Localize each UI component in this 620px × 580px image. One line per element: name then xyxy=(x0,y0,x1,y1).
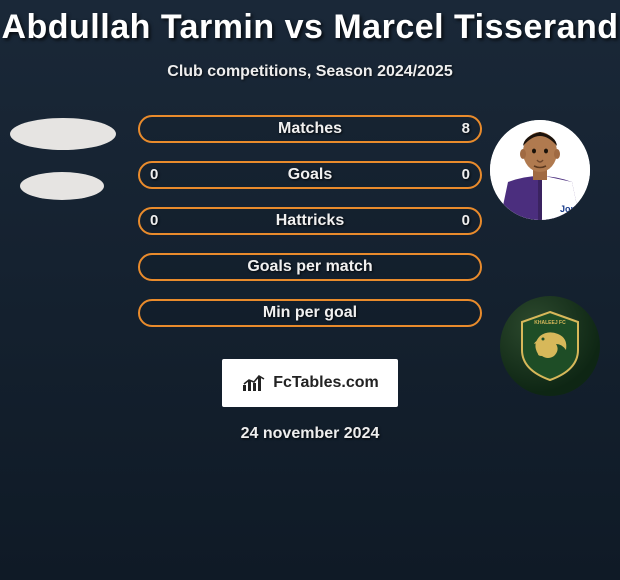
brand-text: FcTables.com xyxy=(273,374,379,392)
stat-label: Min per goal xyxy=(138,299,482,327)
svg-text:KHALEEJ FC: KHALEEJ FC xyxy=(534,320,566,326)
placeholder-ellipse xyxy=(10,118,116,150)
left-avatar-placeholder xyxy=(10,118,116,200)
brand-box: FcTables.com xyxy=(222,359,398,407)
stat-label: Hattricks xyxy=(138,207,482,235)
stat-label: Matches xyxy=(138,115,482,143)
stat-value-right: 8 xyxy=(462,115,470,143)
player-avatar-right: Joma xyxy=(490,120,590,220)
placeholder-ellipse xyxy=(20,172,104,200)
subtitle: Club competitions, Season 2024/2025 xyxy=(0,63,620,81)
bar-chart-icon xyxy=(241,373,267,393)
club-badge-right: KHALEEJ FC xyxy=(500,296,600,396)
stat-row: Goals per match xyxy=(138,253,482,283)
stat-row: Min per goal xyxy=(138,299,482,329)
stat-label: Goals per match xyxy=(138,253,482,281)
date-text: 24 november 2024 xyxy=(0,425,620,443)
stat-row: 0 Hattricks 0 xyxy=(138,207,482,237)
stat-value-right: 0 xyxy=(462,207,470,235)
page-title: Abdullah Tarmin vs Marcel Tisserand xyxy=(0,0,620,47)
stat-value-right: 0 xyxy=(462,161,470,189)
stat-row: Matches 8 xyxy=(138,115,482,145)
stat-row: 0 Goals 0 xyxy=(138,161,482,191)
stat-label: Goals xyxy=(138,161,482,189)
